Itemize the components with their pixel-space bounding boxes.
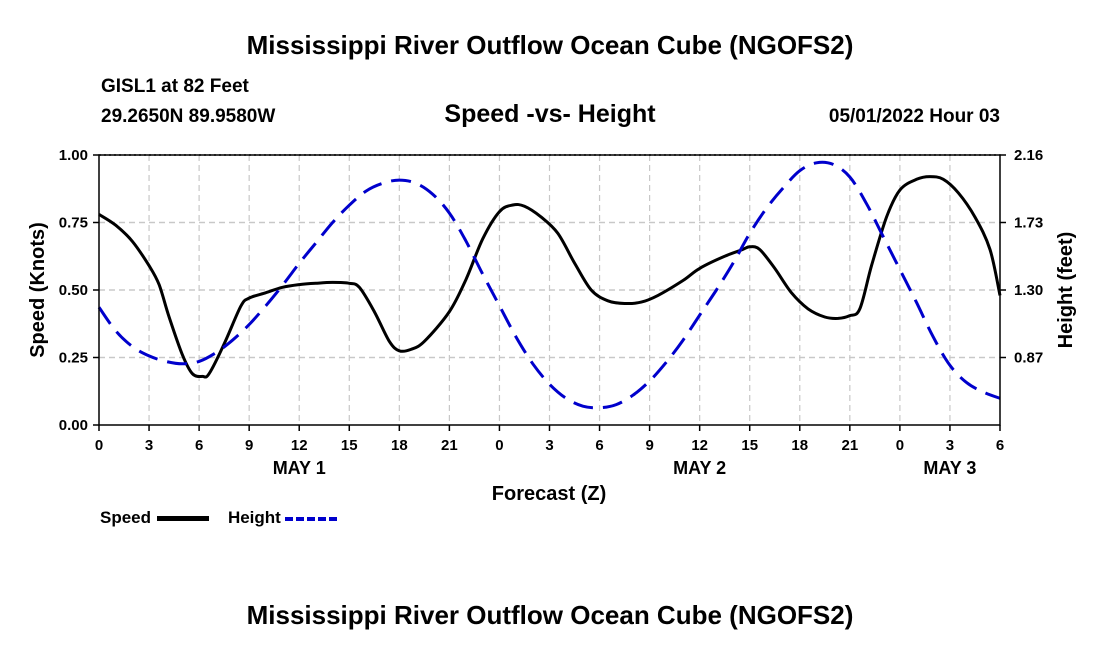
y-left-tick-label: 0.50 — [59, 282, 88, 299]
x-tick-label: 15 — [741, 437, 758, 454]
x-axis-label: Forecast (Z) — [492, 483, 606, 505]
legend-height-line — [285, 516, 338, 521]
x-tick-label: 9 — [645, 437, 653, 454]
x-tick-label: 0 — [495, 437, 503, 454]
x-tick-label: 18 — [791, 437, 808, 454]
x-tick-label: 6 — [195, 437, 203, 454]
x-tick-label: 0 — [896, 437, 904, 454]
series-line-height — [97, 160, 1001, 410]
x-tick-label: 3 — [145, 437, 153, 454]
chart-title: Mississippi River Outflow Ocean Cube (NG… — [246, 30, 854, 60]
axes: 0 3 6 9 12 15 18 21 0 3 6 9 12 15 18 21 0 3 6 MAY 1 MAY 2 MAY… — [59, 147, 1043, 478]
series-line-speed — [98, 175, 1002, 379]
x-tick-label: 3 — [946, 437, 954, 454]
station-label: GISL1 at 82 Feet — [101, 76, 249, 97]
legend-speed-line — [157, 516, 210, 522]
legend-speed-label: Speed — [100, 508, 152, 527]
x-tick-label: 0 — [95, 437, 103, 454]
y-axis-right-label: Height (feet) — [1055, 232, 1077, 349]
x-tick-label: 3 — [545, 437, 553, 454]
series-lines — [97, 160, 1002, 410]
forecast-datetime: 05/01/2022 Hour 03 — [828, 106, 1000, 127]
x-tick-label: 18 — [391, 437, 408, 454]
legend-height-label: Height — [227, 508, 281, 527]
y-right-tick-label: 1.73 — [1014, 215, 1043, 232]
y-left-tick-label: 0.00 — [59, 417, 88, 434]
x-tick-label: 12 — [691, 437, 708, 454]
y-left-tick-label: 0.75 — [59, 215, 88, 232]
day-label: MAY 2 — [673, 458, 726, 478]
x-tick-label: 6 — [996, 437, 1004, 454]
x-tick-label: 12 — [291, 437, 308, 454]
day-label: MAY 3 — [923, 458, 976, 478]
legend: Speed Height — [100, 508, 338, 528]
x-tick-label: 21 — [841, 437, 858, 454]
day-label: MAY 1 — [273, 458, 326, 478]
y-axis-left-label: Speed (Knots) — [27, 222, 49, 358]
y-right-tick-label: 2.16 — [1014, 147, 1043, 164]
x-tick-label: 9 — [245, 437, 253, 454]
x-tick-label: 21 — [441, 437, 458, 454]
footer-title: Mississippi River Outflow Ocean Cube (NG… — [246, 600, 854, 630]
y-left-tick-label: 0.25 — [59, 350, 88, 367]
coordinates-label: 29.2650N 89.9580W — [101, 106, 276, 127]
y-left-tick-label: 1.00 — [59, 147, 88, 164]
y-right-tick-label: 1.30 — [1014, 282, 1043, 299]
x-tick-label: 15 — [341, 437, 358, 454]
y-right-tick-label: 0.87 — [1014, 350, 1043, 367]
x-tick-label: 6 — [595, 437, 603, 454]
chart-subtitle: Speed -vs- Height — [444, 100, 656, 128]
